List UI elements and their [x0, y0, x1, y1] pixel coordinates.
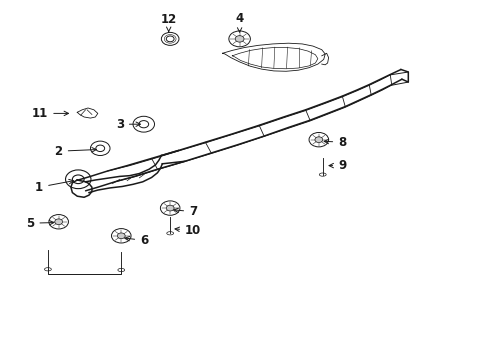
Text: 2: 2	[55, 145, 96, 158]
Circle shape	[235, 36, 244, 42]
Text: 6: 6	[125, 234, 148, 247]
Text: 7: 7	[174, 205, 197, 218]
Text: 4: 4	[235, 12, 243, 32]
Circle shape	[166, 205, 174, 211]
Text: 3: 3	[116, 118, 140, 131]
Text: 9: 9	[328, 159, 346, 172]
Text: 11: 11	[32, 107, 68, 120]
Text: 5: 5	[26, 217, 54, 230]
Circle shape	[117, 233, 125, 239]
Circle shape	[314, 137, 322, 143]
Circle shape	[55, 219, 62, 225]
Text: 10: 10	[175, 224, 201, 237]
Text: 1: 1	[35, 179, 73, 194]
Text: 8: 8	[324, 136, 346, 149]
Text: 12: 12	[160, 13, 177, 32]
